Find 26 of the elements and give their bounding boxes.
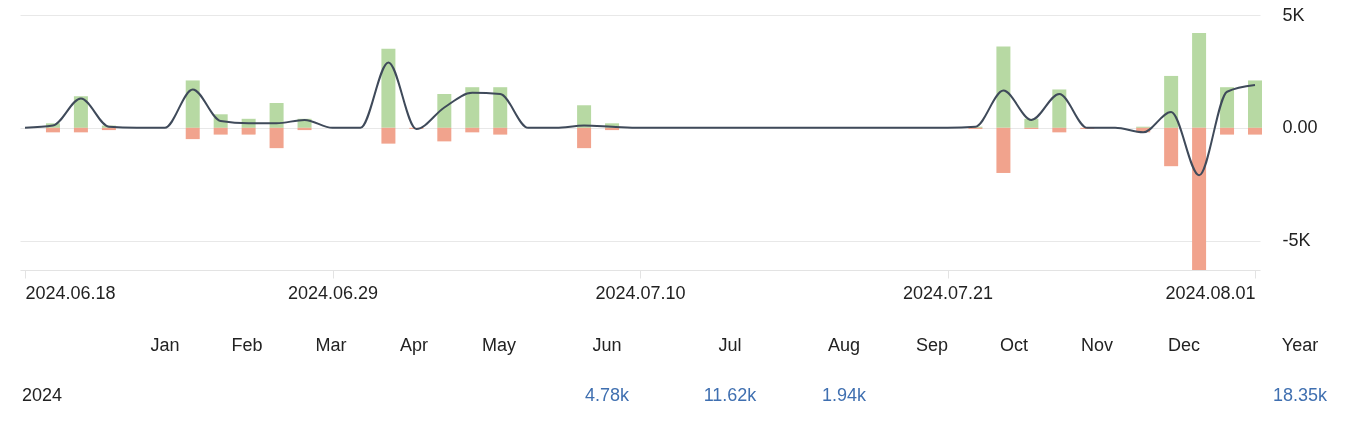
text: 1.94k xyxy=(821,385,867,405)
category-label: Jun xyxy=(592,335,622,355)
x-tick-label: 2024.08.01 xyxy=(1165,282,1256,303)
category-label: Apr xyxy=(399,335,429,355)
x-tick-label: 2024.07.10 xyxy=(595,282,686,303)
category-label: Jan xyxy=(150,335,180,355)
y-tick-label: 0.00 xyxy=(1282,117,1318,138)
category-label: Year xyxy=(1281,335,1319,355)
category-label: 2024 xyxy=(22,385,63,405)
x-tick-label: 2024.07.21 xyxy=(902,282,994,303)
x-tick-label: 2024.06.18 xyxy=(25,282,116,303)
category-label: Dec xyxy=(1167,335,1201,355)
text: 4.78k xyxy=(584,385,630,405)
text: 11.62k xyxy=(703,385,757,405)
category-label: Mar xyxy=(315,335,347,355)
x-tick-label: 2024.06.29 xyxy=(287,282,379,303)
y-tick-label: 5K xyxy=(1282,4,1305,25)
category-label: Aug xyxy=(827,335,861,355)
category-label: Sep xyxy=(915,335,949,355)
category-label: Nov xyxy=(1080,335,1114,355)
category-label: Jul xyxy=(718,335,742,355)
category-label: May xyxy=(481,335,517,355)
text: 18.35k xyxy=(1272,385,1328,405)
y-tick-label: -5K xyxy=(1282,230,1311,251)
category-label: Oct xyxy=(999,335,1029,355)
category-label: Feb xyxy=(231,335,263,355)
